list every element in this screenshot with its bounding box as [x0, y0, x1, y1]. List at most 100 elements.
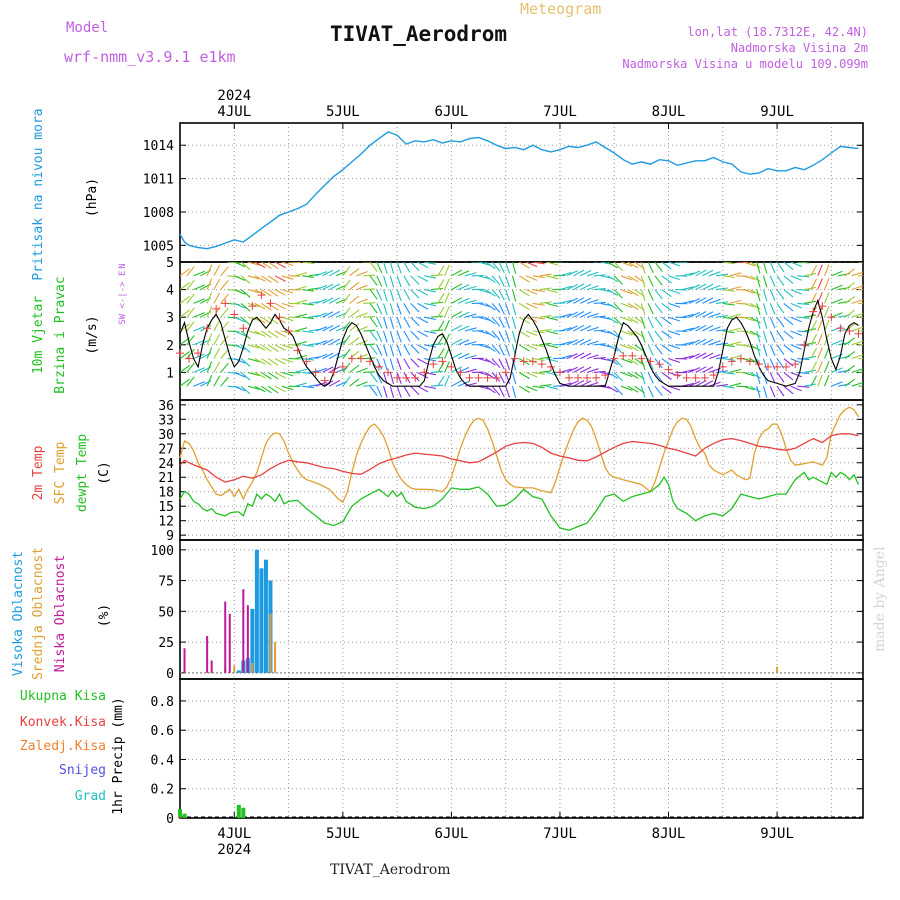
wind-arrow — [607, 330, 619, 338]
wind-arrow — [220, 362, 229, 373]
wind-arrow — [261, 385, 272, 394]
wind-arrow — [749, 385, 761, 393]
wind-arrow — [240, 316, 251, 326]
wind-arrow — [417, 358, 429, 365]
wind-arrow — [424, 330, 437, 334]
wind-arrow — [566, 311, 578, 318]
wind-gust-mark — [628, 351, 637, 360]
wind-arrow — [681, 341, 694, 346]
wind-arrow — [695, 283, 707, 291]
wind-arrow — [593, 329, 606, 332]
wind-arrow — [586, 381, 599, 387]
total-precip-bar — [236, 804, 241, 818]
wind-arrow — [424, 262, 437, 265]
wind-key-south: S — [118, 319, 128, 324]
wind-arrow — [329, 297, 341, 304]
wind-gust-mark — [293, 346, 302, 355]
wind-arrow — [417, 302, 429, 310]
wind-arrow — [302, 344, 315, 347]
wind-arrow — [322, 352, 334, 360]
wind-arrow — [342, 376, 351, 387]
wind-gust-mark — [791, 360, 800, 369]
wind-arrow — [817, 319, 823, 332]
wind-arrow — [437, 361, 445, 373]
high-cloud-bar — [250, 608, 255, 673]
dewpoint-line — [179, 471, 860, 531]
wind-arrow — [559, 313, 572, 318]
wind-arrow — [383, 330, 388, 343]
wind-arrow — [844, 282, 856, 291]
wind-arrow — [254, 302, 266, 310]
wind-arrow — [369, 385, 378, 397]
wind-arrow — [485, 385, 496, 394]
wind-key-axis: W <-|-> E — [118, 271, 128, 320]
wind-arrow — [363, 357, 376, 360]
wind-arrow — [613, 262, 623, 272]
wind-gust-mark — [754, 360, 763, 369]
wind-arrow — [742, 262, 755, 267]
wind-arrow — [810, 292, 818, 304]
wind-arrow — [729, 327, 742, 332]
precip-legend-item: Konvek.Kisa — [20, 715, 106, 730]
wind-arrow — [586, 312, 599, 318]
wind-arrow — [654, 372, 663, 383]
wind-arrow — [640, 317, 646, 329]
wind-arrow — [722, 302, 735, 306]
wind-arrow — [790, 330, 802, 337]
wind-arrow — [464, 285, 477, 291]
wind-arrow — [234, 289, 246, 295]
wind-arrow — [349, 262, 351, 263]
y-tick-label: 0 — [166, 667, 174, 682]
wind-arrow — [851, 340, 863, 346]
wind-arrow — [810, 262, 812, 263]
wind-arrow — [702, 297, 714, 304]
wind-arrow — [206, 374, 213, 387]
wind-arrow — [206, 292, 213, 304]
wind-arrow — [322, 283, 334, 291]
wind-arrow — [668, 316, 681, 322]
wind-arrow — [742, 289, 755, 294]
wind-arrow — [532, 316, 545, 320]
wind-arrow — [457, 284, 470, 291]
wind-arrow — [593, 301, 606, 304]
wind-arrow — [464, 354, 477, 360]
wind-arrow — [451, 338, 463, 346]
wind-arrow — [742, 275, 755, 280]
y-tick-label: 21 — [158, 471, 174, 486]
precip-axis-label: 1hr Precip (mm) — [111, 697, 126, 814]
x-tick-label-bottom: 6JUL — [435, 826, 469, 842]
wind-arrow — [688, 353, 701, 360]
wind-arrow — [281, 262, 294, 267]
high-cloud-axis-label: Visoka Oblacnost — [11, 551, 26, 676]
y-tick-label: 100 — [151, 544, 174, 559]
wind-arrow — [193, 284, 205, 291]
wind-arrow — [722, 371, 735, 375]
wind-arrow — [444, 319, 450, 332]
wind-arrow — [709, 312, 721, 318]
wind-arrow — [756, 317, 761, 329]
wind-arrow — [315, 353, 328, 360]
wind-arrow — [220, 349, 229, 359]
wind-arrow — [695, 338, 707, 346]
wind-arrow — [654, 316, 663, 328]
wind-arrow — [729, 313, 742, 318]
wind-arrow — [546, 275, 559, 280]
wind-gust-mark — [637, 354, 646, 363]
wind-arrow — [668, 330, 681, 336]
wind-arrow — [451, 324, 463, 332]
wind-arrow — [417, 262, 429, 269]
top-date-label: 2024 — [217, 88, 251, 104]
wind-arrow — [342, 334, 351, 346]
wind-arrow — [654, 358, 663, 369]
wind-arrow — [769, 289, 776, 301]
wind-arrow — [295, 299, 308, 304]
wind-arrow — [769, 303, 776, 315]
wind-arrow — [539, 370, 552, 373]
wind-gust-mark — [320, 376, 329, 385]
wind-arrow — [511, 330, 517, 343]
wind-arrow — [457, 297, 470, 304]
wind-gust-mark — [203, 324, 212, 333]
wind-arrow — [715, 384, 728, 387]
wind-arrow — [532, 262, 545, 265]
